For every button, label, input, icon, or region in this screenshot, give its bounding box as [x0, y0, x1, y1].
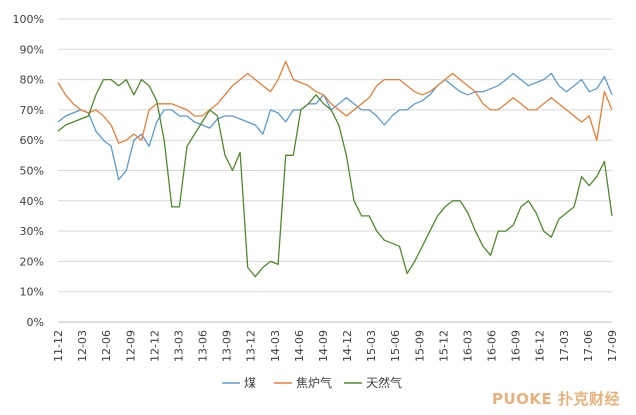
x-tick-label: 12-12 — [148, 330, 161, 362]
y-axis-ticks: 0% 10% 20% 30% 40% 50% 60% 70% 80% 90% 100% — [13, 13, 44, 329]
legend-label: 天然气 — [366, 375, 402, 390]
y-tick-label: 0% — [27, 316, 44, 329]
x-tick-label: 13-12 — [245, 330, 258, 362]
x-tick-label: 16-09 — [510, 330, 523, 362]
legend-label: 焦炉气 — [296, 375, 332, 390]
x-tick-label: 16-03 — [461, 330, 474, 362]
series-lines — [57, 60, 613, 278]
x-tick-label: 15-03 — [365, 330, 378, 362]
legend: 煤 焦炉气 天然气 — [222, 375, 402, 390]
x-tick-label: 14-03 — [269, 330, 282, 362]
y-tick-label: 40% — [20, 195, 44, 208]
x-tick-label: 15-06 — [389, 330, 402, 362]
x-tick-label: 17-09 — [606, 330, 619, 362]
x-tick-label: 14-06 — [293, 330, 306, 362]
x-tick-label: 13-09 — [221, 330, 234, 362]
y-tick-label: 50% — [20, 165, 44, 178]
x-tick-label: 12-09 — [124, 330, 137, 362]
watermark-logo: PUOKE 扑克财经 — [491, 390, 620, 408]
y-tick-label: 90% — [20, 43, 44, 56]
series-line-1 — [57, 72, 613, 181]
x-tick-label: 12-03 — [76, 330, 89, 362]
x-tick-label: 11-12 — [52, 330, 65, 362]
gridlines — [58, 18, 612, 323]
legend-label: 煤 — [244, 376, 256, 390]
x-tick-label: 13-03 — [172, 330, 185, 362]
y-tick-label: 20% — [20, 255, 44, 268]
series-line-2 — [57, 60, 613, 144]
x-tick-label: 12-06 — [100, 330, 113, 362]
x-axis-ticks: 11-12 12-03 12-06 12-09 12-12 13-03 13-06 13-09… — [52, 330, 619, 362]
y-tick-label: 80% — [20, 74, 44, 87]
y-tick-label: 10% — [20, 286, 44, 299]
series-line-3 — [57, 78, 613, 278]
x-tick-label: 16-12 — [534, 330, 547, 362]
x-tick-label: 17-03 — [558, 330, 571, 362]
x-tick-label: 15-09 — [413, 330, 426, 362]
y-tick-label: 30% — [20, 225, 44, 238]
y-tick-label: 100% — [13, 13, 44, 26]
y-tick-label: 70% — [20, 104, 44, 117]
x-tick-label: 13-06 — [197, 330, 210, 362]
x-tick-label: 14-09 — [317, 330, 330, 362]
x-tick-label: 14-12 — [341, 330, 354, 362]
x-tick-label: 16-06 — [486, 330, 499, 362]
x-tick-label: 15-12 — [437, 330, 450, 362]
y-tick-label: 60% — [20, 134, 44, 147]
x-tick-label: 17-06 — [582, 330, 595, 362]
